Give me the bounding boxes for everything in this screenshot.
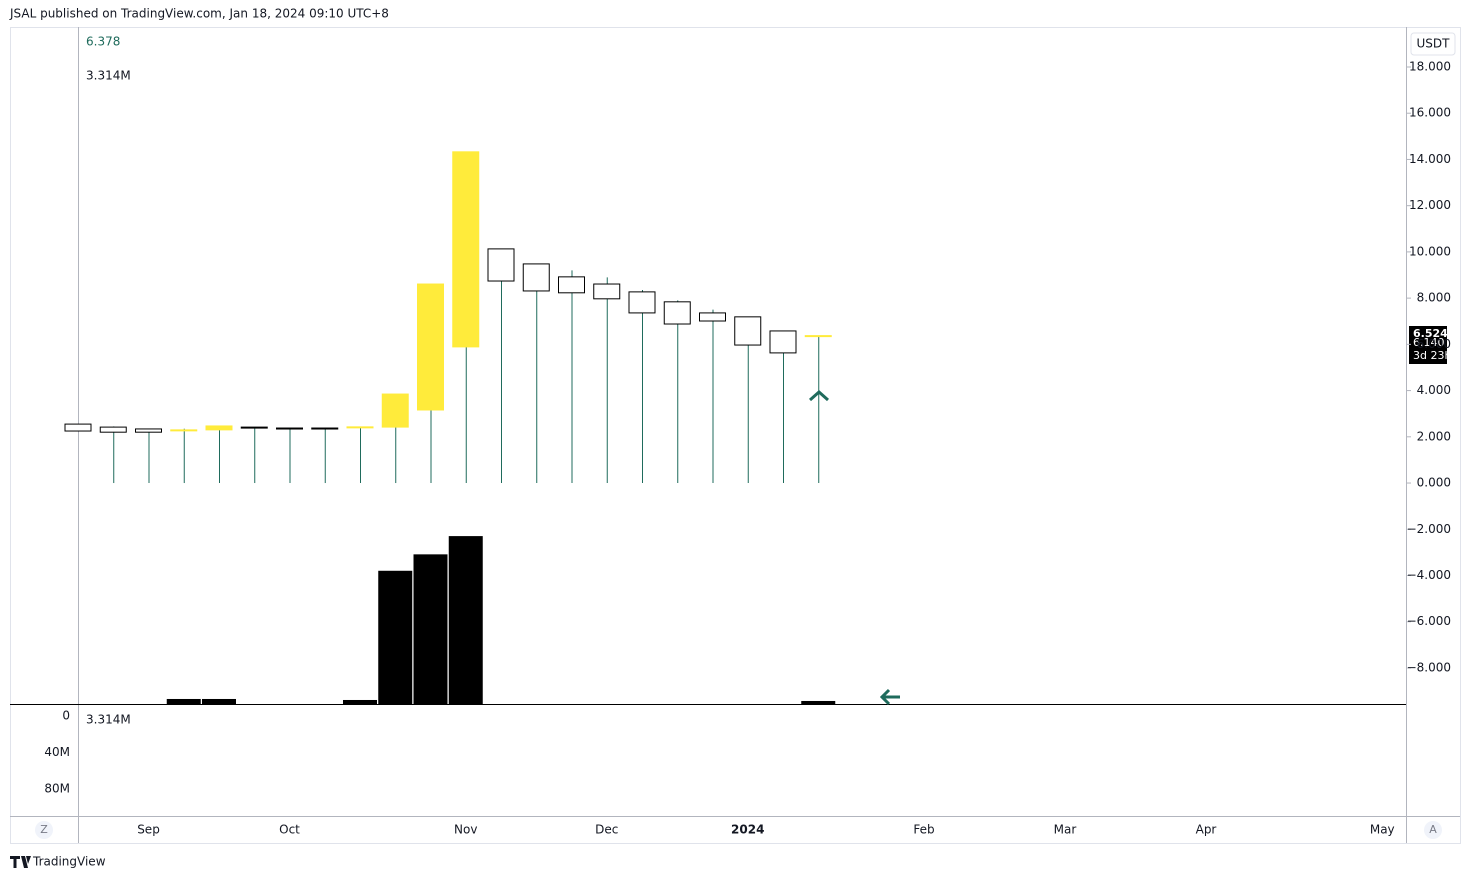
y-tick-label: 16.000 xyxy=(1409,106,1451,120)
candle-body xyxy=(64,423,92,432)
volume-pane-label: 3.314M xyxy=(86,713,131,727)
candle-body xyxy=(487,248,515,282)
y-tick-label: −2.000 xyxy=(1407,522,1451,536)
auto-button-label[interactable]: A xyxy=(1429,823,1437,836)
y-tick-label: 4.000 xyxy=(1417,383,1451,397)
candle-body xyxy=(452,151,480,348)
y-tick-label: −6.000 xyxy=(1407,614,1451,628)
candle-body xyxy=(135,428,162,433)
y-tick-label: 18.000 xyxy=(1409,59,1451,73)
candle-body xyxy=(769,330,797,354)
candle-body xyxy=(240,426,268,429)
y-tick-label: 12.000 xyxy=(1409,198,1451,212)
x-tick-label: Apr xyxy=(1196,823,1217,837)
volume-bar xyxy=(378,570,413,704)
candle-body xyxy=(311,427,339,430)
volume-bar xyxy=(202,698,236,704)
candle-body xyxy=(99,426,127,433)
candle-body xyxy=(593,283,621,300)
candle-body xyxy=(734,316,762,346)
x-tick-label: Sep xyxy=(137,823,160,837)
candle-body xyxy=(804,335,832,338)
x-tick-label: 2024 xyxy=(731,823,764,837)
candle-body xyxy=(205,425,233,431)
legend-price: 6.378 xyxy=(86,35,120,49)
currency-box[interactable] xyxy=(1410,32,1456,56)
candle-body xyxy=(381,393,409,428)
x-tick-label: Dec xyxy=(595,823,618,837)
volume-tick-label: 80M xyxy=(44,782,70,796)
x-tick-label: Mar xyxy=(1054,823,1077,837)
y-tick-label: 0.000 xyxy=(1417,476,1451,490)
y-tick-label: 2.000 xyxy=(1417,429,1451,443)
frame xyxy=(10,27,1461,844)
y-tick-label: 6.000 xyxy=(1417,337,1451,351)
candle-body xyxy=(628,291,656,314)
candle-body xyxy=(558,276,585,294)
brand-logo xyxy=(10,856,31,868)
y-tick-label: 8.000 xyxy=(1417,291,1451,305)
volume-bar xyxy=(413,554,448,704)
countdown: 3d 23h xyxy=(1413,349,1451,362)
last-price-label: 6.524 xyxy=(1413,327,1448,340)
candle-body xyxy=(522,263,550,292)
y-tick-label: 14.000 xyxy=(1409,152,1451,166)
left-arrow xyxy=(879,688,900,706)
x-tick-label: Oct xyxy=(279,823,300,837)
volume-tick-label: 0 xyxy=(62,709,70,723)
candle-body xyxy=(276,427,303,430)
candle-body xyxy=(417,283,444,411)
y-tick-label: −8.000 xyxy=(1407,660,1451,674)
y-tick-label: 10.000 xyxy=(1409,244,1451,258)
x-tick-label: Nov xyxy=(454,823,477,837)
candle-body xyxy=(346,426,374,429)
publish-info: JSAL published on TradingView.com, Jan 1… xyxy=(9,7,389,21)
legend-volume: 3.314M xyxy=(86,69,131,83)
volume-bar xyxy=(448,536,483,704)
price-tag xyxy=(1409,326,1447,364)
volume-tick-label: 40M xyxy=(44,745,70,759)
zoom-button-label[interactable]: Z xyxy=(40,823,48,836)
candle-body xyxy=(663,301,691,325)
candle-body xyxy=(699,312,726,322)
prev-price-label: 6.140 xyxy=(1413,336,1445,349)
x-tick-label: Feb xyxy=(913,823,934,837)
x-tick-label: May xyxy=(1370,823,1395,837)
zoom-button[interactable] xyxy=(35,821,53,839)
y-tick-label: −4.000 xyxy=(1407,568,1451,582)
volume-bar xyxy=(801,700,836,704)
candle-body xyxy=(170,429,198,432)
currency[interactable]: USDT xyxy=(1417,37,1451,51)
auto-button[interactable] xyxy=(1424,821,1442,839)
brand: TradingView xyxy=(32,855,106,869)
volume-bar xyxy=(166,698,201,704)
volume-bar xyxy=(343,699,377,704)
